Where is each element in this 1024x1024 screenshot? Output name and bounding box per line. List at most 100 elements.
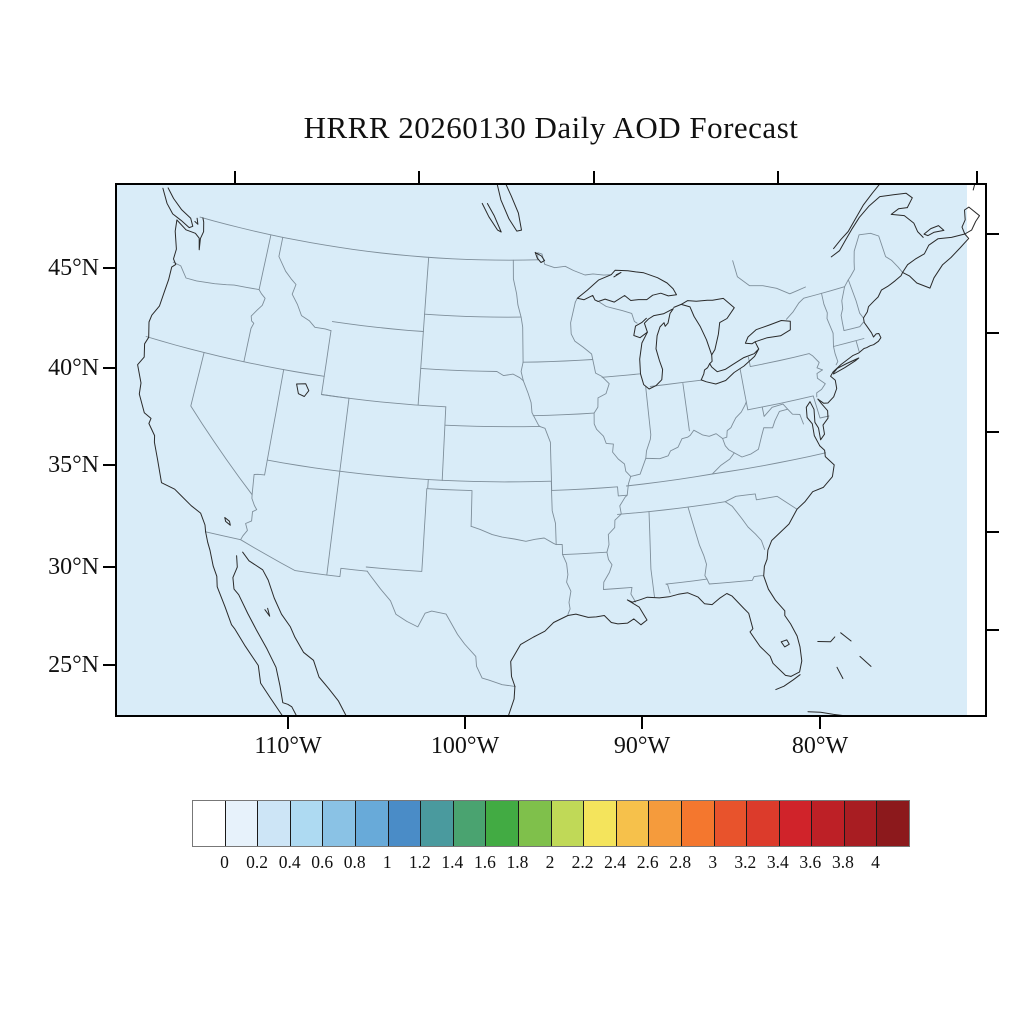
state-border-line [190,352,253,496]
coastline [780,639,790,648]
colorbar-cell [388,801,422,846]
state-border-line [562,551,608,556]
state-border-line [833,338,865,347]
coastline [680,297,735,356]
coastline [744,320,791,345]
coastline [890,207,924,238]
state-border-line [844,232,904,288]
state-border-line [733,408,789,458]
state-border-line [601,373,641,378]
state-border-line [441,406,447,481]
colorbar-cell [877,801,910,846]
state-border-line [331,321,424,332]
colorbar-tick-label: 2.4 [604,852,627,872]
state-border-line [812,395,830,419]
colorbar-cell [681,801,715,846]
axis-tick [103,464,117,466]
coastline [832,357,860,375]
state-border-line [172,261,260,291]
coastline [496,185,522,232]
state-border-line [570,301,632,477]
state-border-line [625,473,713,487]
state-border-line [711,452,827,475]
axis-tick [985,531,999,533]
state-border-line [512,259,522,318]
state-border-line [682,383,690,432]
colorbar-cell [616,801,650,846]
state-border-line [687,506,708,580]
coastline [176,217,205,251]
axis-tick [234,171,236,185]
coastline [508,685,516,715]
colorbar-tick-label: 2.8 [669,852,692,872]
colorbar-cell [584,801,617,846]
axis-tick [103,267,117,269]
colorbar-cell [421,801,454,846]
coastline [775,674,801,691]
state-border-line [520,316,524,363]
coastline [481,202,502,233]
coastline [817,636,836,643]
state-border-line [522,359,594,363]
colorbar-cell [290,801,324,846]
state-border-line [251,473,266,496]
state-border-line [665,583,671,594]
state-border-line [339,397,350,472]
coastline [807,711,843,715]
coastline [613,272,622,278]
coastline [833,185,880,250]
colorbar-cell [714,801,748,846]
colorbar-tick-label: 1.2 [408,852,431,872]
state-border-line [427,488,473,527]
state-border-line [243,289,266,363]
state-border-line [266,459,443,481]
axis-tick [985,431,999,433]
colorbar-cell [551,801,585,846]
state-border-line [550,480,557,546]
coastline [264,607,271,617]
state-border-line [645,386,652,459]
colorbar-tick-label: 2.2 [571,852,594,872]
state-border-line [603,586,637,603]
axis-tick [103,566,117,568]
axis-tick [985,233,999,235]
state-border-line [785,286,846,320]
state-border-line [522,380,541,428]
axis-tick [976,171,978,185]
colorbar-cell [518,801,552,846]
coastline [836,666,844,679]
state-border-line [724,493,798,510]
axis-tick [464,715,466,729]
state-border-line [321,394,447,408]
state-border-line [323,330,332,377]
lat-tick-label: 30°N [48,554,99,580]
state-border-line [617,501,726,515]
colorbar-tick-label: 3.4 [766,852,789,872]
state-border-line [366,570,516,687]
state-border-line [532,412,595,417]
state-border-line [555,543,564,556]
colorbar-tick-label: 2 [545,852,555,872]
forecast-map [117,185,985,715]
coastline [137,219,207,533]
colorbar-tick-label: 3.6 [799,852,822,872]
colorbar-cell [258,801,291,846]
state-border-line [264,369,285,476]
coastline [859,655,872,667]
state-border-line [843,321,864,332]
colorbar-tick-label: 1 [382,852,392,872]
colorbar-tick-label: 4 [871,852,880,872]
coastline [902,233,970,289]
coastline [817,271,904,404]
state-border-line [603,475,632,590]
axis-tick [985,629,999,631]
lon-tick-label: 100°W [430,733,500,759]
state-border-line [722,438,735,454]
colorbar-cell [225,801,259,846]
coastline [805,398,829,447]
state-border-line [739,368,749,411]
coastline [923,225,945,237]
colorbar-cell [486,801,519,846]
plot-title: HRRR 20260130 Daily AOD Forecast [303,110,799,145]
axis-tick [287,715,289,729]
